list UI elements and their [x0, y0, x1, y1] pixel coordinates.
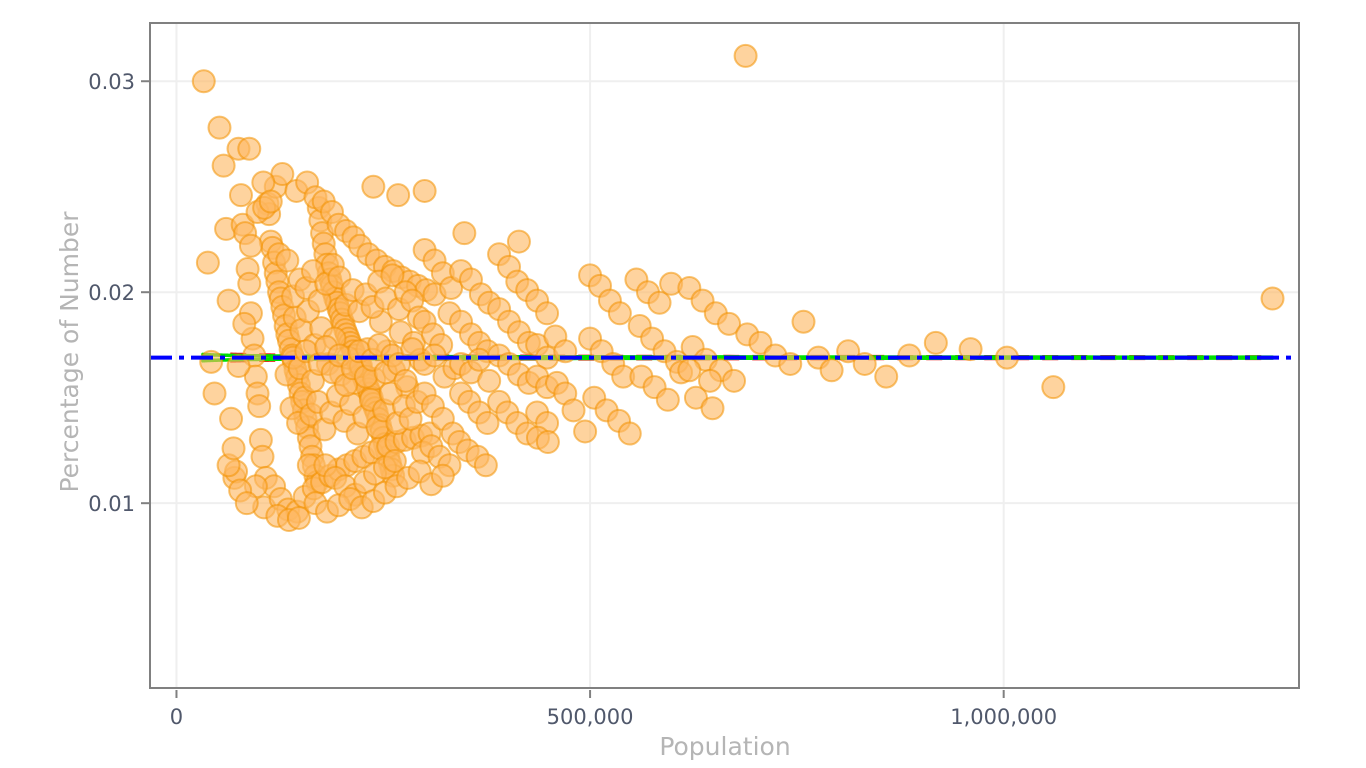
x-axis-title: Population: [659, 732, 790, 761]
scatter-point: [237, 271, 262, 296]
scatter-point: [467, 347, 492, 372]
scatter-point: [923, 330, 948, 355]
scatter-point: [958, 337, 983, 362]
scatter-point: [216, 288, 241, 313]
scatter-point: [412, 178, 437, 203]
plot-panel-border: [149, 22, 1300, 689]
scatter-point: [191, 69, 216, 94]
scatter-point: [819, 358, 844, 383]
scatter-point: [422, 343, 447, 368]
scatter-point: [380, 263, 405, 288]
y-axis-tick-label: 0.02: [88, 281, 135, 305]
scatter-point: [477, 368, 502, 393]
scatter-point: [386, 183, 411, 208]
scatter-point: [561, 398, 586, 423]
scatter-point: [722, 368, 747, 393]
y-axis-tick-label: 0.01: [88, 492, 135, 516]
scatter-point: [199, 349, 224, 374]
scatter-point: [228, 183, 253, 208]
x-axis-tick-label: 0: [170, 705, 183, 729]
scatter-point: [238, 233, 263, 258]
scatter-point: [874, 364, 899, 389]
scatter-point: [573, 419, 598, 444]
scatter-point: [275, 248, 300, 273]
scatter-point: [1041, 375, 1066, 400]
scatter-point: [700, 396, 725, 421]
scatter-point: [452, 221, 477, 246]
x-axis-tick-label: 500,000: [547, 705, 634, 729]
scatter-point: [219, 406, 244, 431]
scatter-point: [717, 311, 742, 336]
scatter-point: [607, 301, 632, 326]
scatter-point: [211, 153, 236, 178]
scatter-point: [221, 436, 246, 461]
scatter-point: [226, 354, 251, 379]
scatter-point: [617, 421, 642, 446]
scatter-point: [535, 430, 560, 454]
scatter-point: [535, 301, 560, 326]
scatter-point: [286, 505, 311, 530]
scatter-point: [733, 43, 758, 68]
scatter-point: [234, 491, 259, 516]
scatter-point: [382, 448, 407, 473]
axis-tick-labels: 0 500,000 1,000,000 0.01 0.02 0.03: [88, 70, 1057, 729]
scatter-point: [677, 358, 702, 383]
scatter-point: [647, 290, 672, 315]
scatter-point: [475, 411, 500, 436]
scatter-point: [250, 444, 275, 469]
scatter-point: [237, 136, 262, 161]
scatter-point: [897, 343, 922, 368]
scatter-point: [791, 309, 816, 334]
x-axis-tick-label: 1,000,000: [950, 705, 1057, 729]
scatter-point: [430, 463, 455, 488]
y-axis-title: Percentage of Number: [55, 211, 84, 493]
axis-ticks: [141, 80, 1005, 698]
y-axis-tick-label: 0.03: [88, 70, 135, 94]
scatter-point: [232, 311, 257, 336]
scatter-point: [655, 387, 680, 412]
scatter-points: [191, 43, 1285, 533]
scatter-point: [1260, 286, 1285, 311]
scatter-point: [473, 453, 498, 478]
scatter-point: [506, 229, 531, 254]
scatter-point: [207, 115, 232, 140]
scatter-point: [195, 250, 220, 275]
scatter-point: [202, 381, 227, 406]
scatter-point: [393, 368, 418, 393]
scatter-point: [361, 174, 386, 199]
scatter-point: [247, 394, 272, 419]
scatter-point: [698, 368, 723, 393]
scatter-point: [258, 189, 283, 214]
